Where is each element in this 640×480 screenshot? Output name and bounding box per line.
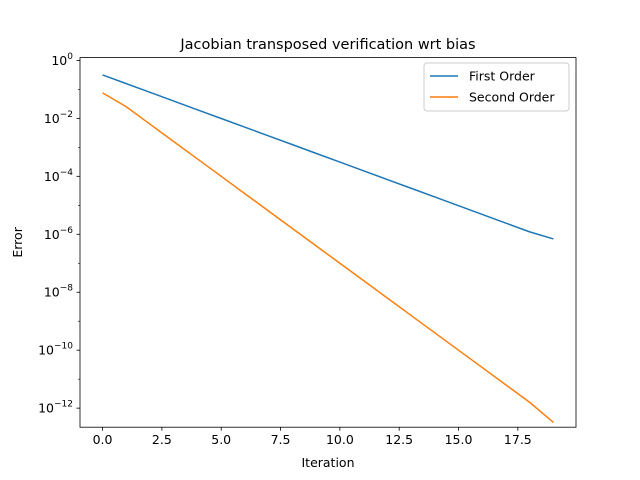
- series-layer: [102, 74, 554, 424]
- series-line-second-order: [102, 92, 554, 424]
- x-tick-label: 15.0: [445, 432, 473, 447]
- chart-title: Jacobian transposed verification wrt bia…: [179, 37, 475, 53]
- x-tick-label: 2.5: [152, 432, 172, 447]
- y-axis-label: Error: [10, 226, 25, 257]
- y-ticks: 100 10−2 10−4 10−6 10−8 10−10 10−12: [38, 52, 80, 416]
- x-tick-label: 7.5: [271, 432, 291, 447]
- y-tick-label: 100: [51, 52, 73, 68]
- y-tick-label: 10−8: [44, 284, 73, 300]
- series-line-first-order: [102, 74, 554, 240]
- x-tick-label: 17.5: [504, 432, 532, 447]
- x-tick-label: 10.0: [326, 432, 354, 447]
- legend-box: [423, 62, 570, 112]
- y-tick-label: 10−4: [44, 168, 73, 184]
- x-ticks: 0.0 2.5 5.0 7.5 10.0 12.5 15.0 17.5: [93, 427, 532, 447]
- x-tick-label: 0.0: [93, 432, 113, 447]
- plot-frame: [79, 57, 577, 428]
- x-axis-label: Iteration: [301, 455, 354, 470]
- y-tick-label: 10−6: [44, 226, 73, 242]
- legend: First Order Second Order: [423, 62, 570, 112]
- y-tick-label: 10−2: [44, 110, 73, 126]
- y-tick-label: 10−10: [38, 342, 73, 358]
- y-tick-label: 10−12: [38, 400, 73, 416]
- x-tick-label: 12.5: [385, 432, 413, 447]
- x-tick-label: 5.0: [211, 432, 231, 447]
- legend-label-second-order: Second Order: [469, 90, 555, 105]
- legend-label-first-order: First Order: [469, 69, 536, 84]
